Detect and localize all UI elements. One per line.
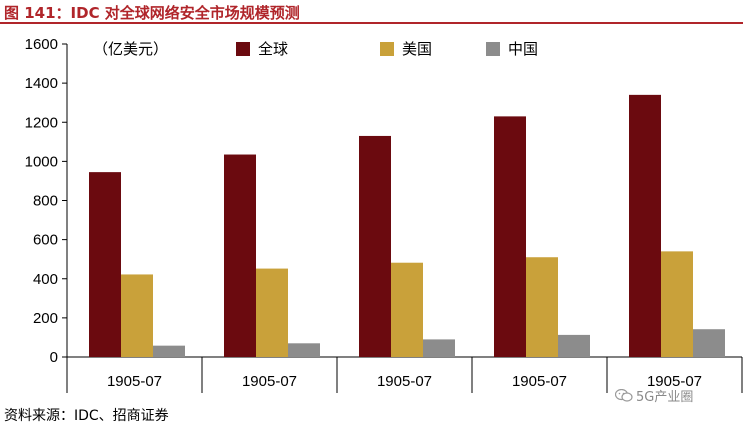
legend-swatch-美国	[380, 42, 394, 56]
title-divider	[0, 22, 743, 24]
y-tick-label: 400	[33, 271, 58, 288]
bar-美国-1	[256, 268, 288, 357]
x-tick-label: 1905-07	[512, 373, 567, 390]
bar-全球-1	[224, 154, 256, 357]
y-tick-label: 800	[33, 193, 58, 210]
watermark: 5G产业圈	[615, 386, 693, 405]
bar-全球-4	[629, 94, 661, 358]
y-unit-label: （亿美元）	[93, 40, 168, 58]
y-tick-label: 1600	[25, 36, 58, 53]
bar-中国-0	[153, 345, 185, 357]
wechat-icon	[615, 389, 633, 402]
bar-美国-4	[661, 251, 693, 357]
legend-swatch-中国	[486, 42, 500, 56]
bar-中国-2	[423, 339, 455, 357]
bar-全球-2	[359, 135, 391, 357]
y-tick-label: 1400	[25, 75, 58, 92]
y-tick-label: 200	[33, 310, 58, 327]
x-tick-label: 1905-07	[242, 373, 297, 390]
bar-chart: 0 200 400 600 800 1000 1200 1400 1600 （亿美元） 1905-0…	[25, 36, 743, 393]
bar-全球-0	[89, 172, 121, 357]
bar-全球-3	[494, 116, 526, 357]
bar-美国-3	[526, 257, 558, 357]
y-tick-label: 0	[50, 349, 58, 366]
x-tick-label: 1905-07	[377, 373, 432, 390]
bar-中国-1	[288, 343, 320, 357]
chart-title: 图 141：IDC 对全球网络安全市场规模预测	[4, 4, 300, 22]
watermark-label: 5G产业圈	[636, 390, 694, 405]
bar-美国-2	[391, 262, 423, 357]
source-note: 资料来源：IDC、招商证券	[4, 408, 169, 424]
y-tick-label: 1200	[25, 114, 58, 131]
y-tick-label: 1000	[25, 153, 58, 170]
legend-label-全球: 全球	[258, 40, 288, 58]
x-tick-label: 1905-07	[107, 373, 162, 390]
bar-中国-4	[693, 329, 725, 357]
x-tick-label: 1905-07	[647, 373, 702, 390]
bar-美国-0	[121, 274, 153, 357]
legend-label-美国: 美国	[402, 40, 432, 58]
legend-label-中国: 中国	[508, 40, 538, 58]
legend-swatch-全球	[236, 42, 250, 56]
bar-中国-3	[558, 334, 590, 357]
y-tick-label: 600	[33, 232, 58, 249]
